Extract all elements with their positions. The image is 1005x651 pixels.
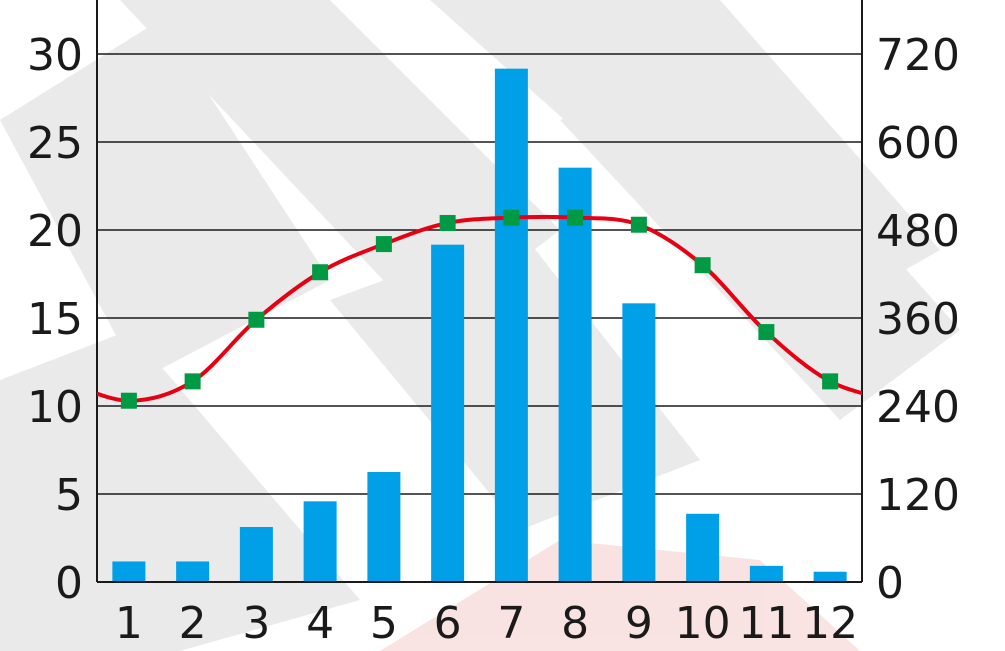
x-tick-label: 9	[625, 598, 653, 649]
x-tick-label: 7	[497, 598, 525, 649]
precip-bar	[112, 561, 146, 582]
temperature-point	[822, 373, 839, 390]
temperature-point	[248, 311, 265, 328]
precip-bar	[367, 472, 401, 582]
temperature-point	[439, 214, 456, 231]
precip-bar	[686, 513, 720, 582]
precip-bar	[431, 244, 465, 582]
watermark-shape	[0, 20, 330, 380]
temperature-point	[694, 257, 711, 274]
precip-bar	[622, 303, 656, 582]
watermark-shape	[560, 60, 960, 420]
precip-bar	[239, 527, 273, 582]
right-tick-label: 480	[876, 206, 960, 257]
temperature-point	[184, 373, 201, 390]
x-tick-label: 4	[306, 598, 334, 649]
left-tick-label: 5	[55, 470, 83, 521]
precip-bar	[176, 561, 210, 582]
temperature-point	[758, 324, 775, 341]
watermark	[0, 0, 960, 651]
right-tick-label: 360	[876, 294, 960, 345]
x-tick-label: 2	[179, 598, 207, 649]
precip-bar	[303, 501, 337, 582]
watermark-accent	[380, 540, 860, 651]
temperature-line	[97, 209, 862, 409]
right-tick-label: 240	[876, 382, 960, 433]
left-tick-label: 10	[27, 382, 83, 433]
left-tick-label: 30	[27, 30, 83, 81]
x-tick-label: 10	[675, 598, 731, 649]
right-tick-label: 720	[876, 30, 960, 81]
x-tick-label: 1	[115, 598, 143, 649]
x-tick-label: 3	[242, 598, 270, 649]
bars	[112, 68, 847, 582]
left-tick-label: 0	[55, 558, 83, 609]
right-tick-label: 120	[876, 470, 960, 521]
temperature-point	[312, 264, 329, 281]
x-tick-label: 12	[802, 598, 858, 649]
right-tick-label: 0	[876, 558, 904, 609]
right-tick-label: 600	[876, 118, 960, 169]
precip-bar	[813, 571, 847, 582]
precip-bar	[494, 68, 528, 582]
x-tick-label: 5	[370, 598, 398, 649]
temperature-point	[120, 392, 137, 409]
axes	[96, 0, 863, 583]
precip-bar	[558, 167, 592, 582]
x-tick-label: 11	[738, 598, 794, 649]
precip-bar	[749, 565, 783, 582]
temperature-point	[375, 236, 392, 253]
x-tick-label: 8	[561, 598, 589, 649]
left-tick-label: 15	[27, 294, 83, 345]
temperature-point	[503, 209, 520, 226]
x-tick-label: 6	[434, 598, 462, 649]
left-tick-label: 25	[27, 118, 83, 169]
temperature-point	[567, 209, 584, 226]
left-tick-label: 20	[27, 206, 83, 257]
temperature-point	[630, 216, 647, 233]
